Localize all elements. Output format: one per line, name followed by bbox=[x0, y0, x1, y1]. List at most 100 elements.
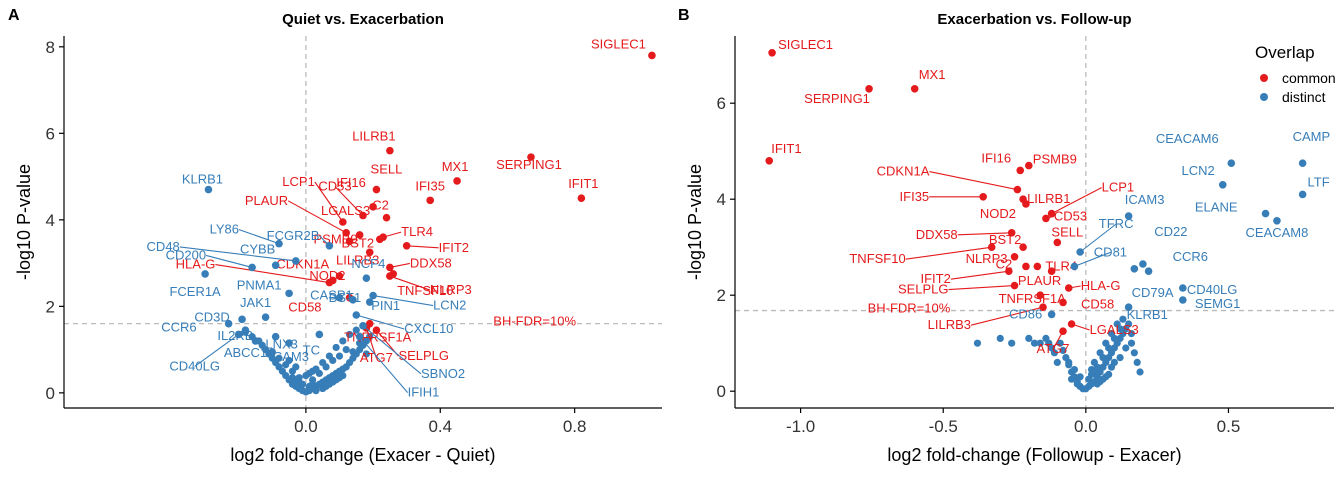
chart-title: Quiet vs. Exacerbation bbox=[282, 11, 444, 28]
x-axis-title: log2 fold-change (Exacer - Quiet) bbox=[230, 445, 495, 465]
label-leader bbox=[314, 181, 344, 223]
gene-point bbox=[345, 237, 354, 246]
background-point bbox=[332, 343, 340, 352]
background-point bbox=[1090, 368, 1098, 376]
gene-point bbox=[648, 51, 656, 60]
gene-point bbox=[402, 241, 411, 250]
label-leader bbox=[362, 325, 422, 375]
gene-label: SEMG1 bbox=[1195, 296, 1241, 311]
gene-point bbox=[204, 185, 213, 194]
gene-label: CD53 bbox=[318, 179, 351, 194]
background-point bbox=[288, 374, 297, 382]
gene-point bbox=[251, 337, 260, 345]
gene-label: KLRB1 bbox=[182, 172, 223, 187]
background-point bbox=[1116, 354, 1124, 362]
label-leader bbox=[238, 229, 280, 245]
label-leader bbox=[1051, 187, 1102, 215]
gene-label: TNFSF10 bbox=[849, 251, 905, 266]
background-point bbox=[1133, 358, 1141, 366]
background-point bbox=[339, 337, 347, 345]
gene-label: ATG7 bbox=[1037, 341, 1070, 356]
background-point bbox=[1030, 339, 1039, 347]
gene-label: ABCC1 bbox=[224, 345, 267, 360]
gene-point bbox=[365, 248, 374, 257]
gene-point bbox=[1273, 217, 1281, 225]
x-tick-label: 0.0 bbox=[294, 417, 318, 436]
gene-point bbox=[1022, 262, 1030, 271]
background-point bbox=[292, 363, 300, 371]
gene-point bbox=[342, 229, 351, 237]
x-axis-title: log2 fold-change (Followup - Exacer) bbox=[887, 445, 1181, 465]
gene-label: LCP1 bbox=[282, 174, 315, 189]
gene-label: BST1 bbox=[329, 290, 362, 305]
background-point bbox=[352, 326, 360, 334]
gene-point bbox=[1139, 260, 1147, 268]
gene-label: CAMP bbox=[1293, 129, 1331, 144]
gene-label: CDKN1A bbox=[276, 256, 329, 271]
gene-label: CYBB bbox=[240, 241, 275, 256]
threshold-label: BH-FDR=10% bbox=[493, 314, 576, 329]
gene-point bbox=[1179, 296, 1187, 304]
gene-point bbox=[335, 272, 344, 280]
gene-label: PIN1 bbox=[371, 298, 400, 313]
gene-label: KLRB1 bbox=[1127, 307, 1168, 322]
gene-point bbox=[1144, 267, 1153, 276]
y-tick-label: 2 bbox=[717, 286, 726, 305]
label-leader bbox=[215, 264, 330, 284]
x-tick-label: -0.5 bbox=[929, 417, 958, 436]
gene-label: HLA-G bbox=[1081, 278, 1121, 293]
label-leader bbox=[359, 336, 409, 393]
gene-label: SIGLEC1 bbox=[591, 36, 646, 51]
background-point bbox=[1076, 373, 1084, 381]
gene-label: CDKN1A bbox=[877, 164, 930, 179]
x-tick-label: 0.5 bbox=[1217, 417, 1241, 436]
gene-label: MX1 bbox=[919, 67, 946, 82]
background-point bbox=[309, 367, 317, 375]
gene-label: TLR4 bbox=[401, 224, 433, 239]
gene-point bbox=[1005, 267, 1013, 276]
gene-point bbox=[248, 263, 256, 272]
label-leader bbox=[948, 285, 1015, 291]
y-axis-title: -log10 P-value bbox=[685, 164, 705, 280]
legend-marker-distinct bbox=[1260, 93, 1268, 101]
gene-point bbox=[1059, 327, 1067, 336]
label-leader bbox=[1074, 251, 1111, 267]
gene-label: NCF4 bbox=[351, 256, 385, 271]
gene-label: HLA-G bbox=[176, 257, 216, 272]
y-tick-label: 8 bbox=[46, 38, 55, 57]
gene-point bbox=[1067, 320, 1076, 328]
background-point bbox=[1130, 349, 1138, 357]
gene-label: CD86 bbox=[1009, 306, 1042, 321]
background-point bbox=[356, 339, 364, 347]
gene-label: CD22 bbox=[1154, 224, 1187, 239]
background-point bbox=[319, 358, 327, 367]
gene-label: CD40LG bbox=[1187, 282, 1238, 297]
gene-point bbox=[453, 177, 461, 185]
background-point bbox=[1090, 358, 1098, 366]
gene-label: LTF bbox=[1308, 174, 1330, 189]
gene-label: CASP1 bbox=[310, 288, 353, 303]
gene-point bbox=[1047, 209, 1056, 218]
gene-label: NLRP3 bbox=[966, 251, 1008, 266]
gene-point bbox=[355, 231, 364, 239]
background-point bbox=[1125, 320, 1133, 328]
gene-label: PLAUR bbox=[245, 193, 288, 208]
background-point bbox=[312, 387, 320, 395]
gene-point bbox=[1010, 281, 1019, 290]
gene-label: IFIH1 bbox=[408, 385, 440, 400]
background-point bbox=[1110, 358, 1118, 366]
gene-point bbox=[1013, 185, 1022, 194]
gene-point bbox=[1261, 209, 1270, 218]
gene-point bbox=[1179, 284, 1187, 292]
label-leader bbox=[194, 334, 240, 367]
background-point bbox=[325, 352, 334, 360]
y-tick-label: 0 bbox=[46, 384, 55, 403]
gene-label: TNFSF10 bbox=[397, 283, 453, 298]
gene-label: CD3D bbox=[194, 309, 229, 324]
gene-label: CEACAM8 bbox=[1246, 225, 1309, 240]
gene-point bbox=[372, 185, 381, 194]
gene-point bbox=[382, 213, 391, 222]
gene-label: ICAM3 bbox=[1125, 192, 1165, 207]
gene-label: TFRC bbox=[1099, 216, 1134, 231]
background-point bbox=[1102, 339, 1110, 347]
